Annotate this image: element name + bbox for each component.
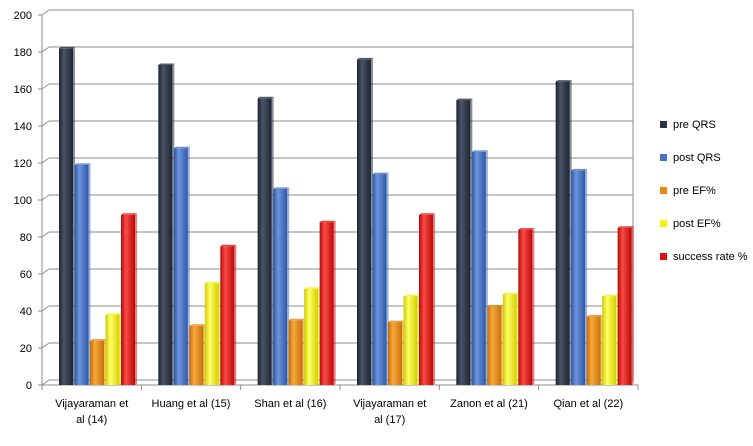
gridline-side <box>41 83 50 90</box>
bar <box>90 339 106 385</box>
x-tick-label: Zanon et al (21) <box>450 398 528 410</box>
bar <box>273 187 290 385</box>
y-tick-label: 60 <box>20 269 32 281</box>
x-tick-label: Vijayaraman et <box>55 398 128 410</box>
x-tick-label: Vijayaraman et <box>353 398 426 410</box>
y-tick-label: 100 <box>14 195 32 207</box>
bar <box>518 228 535 385</box>
y-tick-label: 80 <box>20 232 32 244</box>
gridline-side <box>41 194 50 201</box>
y-tick-label: 200 <box>14 10 32 22</box>
bar <box>617 226 634 385</box>
x-tick-label: al (17) <box>374 414 405 426</box>
bar <box>288 318 305 385</box>
bar <box>257 96 274 385</box>
y-tick-label: 160 <box>14 84 32 96</box>
bar <box>403 294 420 385</box>
gridline-side <box>41 342 50 349</box>
legend-item: post QRS <box>660 141 750 174</box>
y-tick-label: 180 <box>14 47 32 59</box>
legend-swatch <box>660 154 667 161</box>
legend-item: pre QRS <box>660 108 750 141</box>
axes <box>38 14 639 390</box>
bar <box>419 213 435 385</box>
gridline-side <box>41 231 50 238</box>
legend-item: success rate % <box>660 240 750 273</box>
gridline-side <box>41 157 50 164</box>
bar <box>304 287 321 385</box>
bar <box>602 294 619 385</box>
legend-label: post EF% <box>673 217 721 230</box>
x-tick-label: Qian et al (22) <box>553 398 623 410</box>
bar <box>586 315 603 385</box>
y-tick-label: 120 <box>14 158 32 170</box>
bar <box>121 213 137 385</box>
bar <box>555 80 572 385</box>
legend-label: post QRS <box>673 151 721 164</box>
gridline-side <box>41 120 50 127</box>
y-tick-label: 0 <box>26 380 32 392</box>
y-tick-label: 20 <box>20 343 32 355</box>
legend-label: pre QRS <box>673 118 716 131</box>
legend-swatch <box>660 121 667 128</box>
x-tick-label: al (14) <box>76 414 107 426</box>
legend-label: success rate % <box>673 250 748 263</box>
gridline-side <box>41 46 50 53</box>
bar <box>456 98 473 385</box>
y-tick-label: 140 <box>14 121 32 133</box>
y-tick-label: 40 <box>20 306 32 318</box>
gridline-side <box>41 305 50 312</box>
bar <box>204 281 221 385</box>
bar <box>220 244 237 385</box>
bar <box>189 324 206 385</box>
gridline-side <box>41 9 50 16</box>
bar <box>319 220 336 385</box>
legend-item: post EF% <box>660 207 750 240</box>
legend-swatch <box>660 187 667 194</box>
bar <box>105 313 122 385</box>
bar <box>173 146 190 385</box>
axis-labels: 0 20 40 60 80 100 120 140 160 180 200 Vijayaraman e… <box>14 10 624 426</box>
legend-item: pre EF% <box>660 174 750 207</box>
legend-swatch <box>660 253 667 260</box>
bar <box>502 292 519 385</box>
bar <box>372 172 389 385</box>
bar <box>74 163 91 385</box>
bar <box>388 320 404 385</box>
gridline-side <box>41 268 50 275</box>
bar <box>571 168 588 385</box>
legend-label: pre EF% <box>673 184 716 197</box>
x-tick-label: Shan et al (16) <box>254 398 326 410</box>
bar <box>471 150 488 385</box>
bar <box>59 46 75 386</box>
bar <box>487 304 504 385</box>
legend: pre QRS post QRS pre EF% post EF% success ra… <box>660 108 750 273</box>
x-tick-label: Huang et al (15) <box>152 398 231 410</box>
bar <box>158 63 175 385</box>
gridline-side <box>41 379 50 386</box>
bars <box>59 46 634 386</box>
legend-swatch <box>660 220 667 227</box>
bar <box>357 57 373 386</box>
